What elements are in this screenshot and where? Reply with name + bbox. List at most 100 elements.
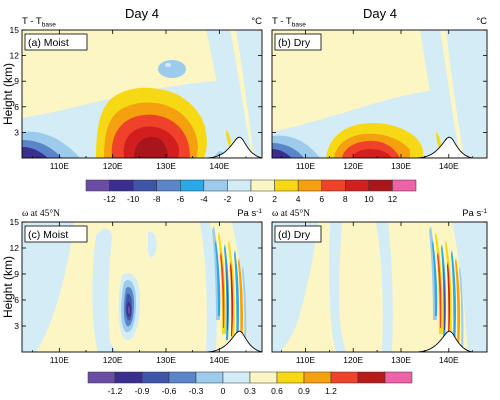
panel-b-unit: °C (476, 16, 487, 27)
colorbar-swatch (87, 371, 116, 384)
colorbar-label: 2 (272, 194, 277, 204)
field-shape (215, 240, 221, 316)
y-tick-label: 12 (10, 243, 20, 253)
panel-d-variable-label: ω at 45°N (272, 208, 310, 219)
colorbar-swatch (141, 371, 170, 384)
panel-b: 110E 120E 130E 140E (b) Dry Day 4 T - Tbase… (271, 6, 488, 171)
field-shape (200, 222, 217, 352)
x-tick-label: 130E (391, 355, 411, 365)
colorbar-swatch (249, 371, 278, 384)
colorbar-swatch (168, 371, 197, 384)
y-tick-label: 6 (14, 102, 19, 112)
panel-d-frame (271, 221, 488, 353)
colorbar-swatch (132, 179, 157, 192)
field-shape (127, 306, 130, 315)
field-shape (234, 250, 239, 348)
colorbar-swatch (114, 371, 143, 384)
colorbar-swatch (330, 371, 359, 384)
panel-d-tick-marks: 110E 120E 130E 140E (272, 221, 487, 365)
panel-d-label: (d) Dry (278, 229, 311, 241)
field-shape (165, 63, 171, 67)
field-shape (226, 130, 231, 148)
panel-c-frame (21, 221, 263, 353)
panel-d: 110E 120E 130E 140E (d) Dry ω at 45°N Pa s-… (271, 208, 488, 365)
colorbar-label: -0.6 (162, 386, 177, 396)
field-shape (437, 252, 442, 328)
colorbar-swatch (227, 179, 252, 192)
panel-a-label: (a) Moist (28, 37, 69, 49)
colorbar-label: -8 (153, 194, 161, 204)
colorbar-label: 6 (319, 194, 324, 204)
field-shape (238, 258, 243, 350)
panel-a-tick-marks: 110E 120E 130E 140E 3 6 9 12 15 (10, 25, 262, 171)
colorbar-swatch (303, 371, 332, 384)
x-tick-label: 120E (343, 161, 363, 171)
unit-superscript: -1 (256, 208, 262, 215)
variable-subscript: base (42, 22, 56, 29)
field-shape (242, 266, 247, 352)
colorbar-swatch (85, 179, 110, 192)
colorbar-label: -1.2 (108, 386, 123, 396)
colorbar-swatch (357, 371, 386, 384)
x-tick-label: 110E (296, 355, 316, 365)
field-shape (134, 136, 168, 158)
colorbar-swatch (195, 371, 224, 384)
colorbar-label: -4 (200, 194, 208, 204)
colorbar-swatch (321, 179, 346, 192)
x-tick-label: 130E (391, 161, 411, 171)
field-shape (226, 262, 229, 330)
field-shape (459, 266, 464, 352)
panel-a-label-box (24, 33, 88, 51)
panel-a-unit: °C (251, 16, 262, 27)
field-shape (272, 30, 448, 158)
field-shape (352, 149, 392, 158)
unit-superscript: -1 (481, 208, 487, 215)
panel-c: 110E 120E 130E 140E 3 6 9 12 15 (c) Moist ω at 4… (1, 208, 263, 365)
x-tick-label: 120E (103, 355, 123, 365)
colorbar-swatch (274, 179, 299, 192)
colorbar-label: 4 (296, 194, 301, 204)
field-shape (272, 222, 318, 352)
y-tick-label: 3 (14, 321, 19, 331)
colorbar-temperature: -12 -10 -8 -6 -4 -2 0 2 4 6 8 10 12 (85, 179, 417, 204)
y-tick-label: 15 (10, 217, 20, 227)
field-shape (455, 258, 460, 350)
colorbar-label: 0.3 (244, 386, 256, 396)
colorbar-label: 1.2 (325, 386, 337, 396)
panel-d-field (272, 222, 487, 352)
colorbar-swatch (276, 371, 305, 384)
y-tick-label: 12 (10, 51, 20, 61)
colorbar-swatch (203, 179, 228, 192)
y-tick-label: 6 (14, 295, 19, 305)
field-shape (220, 252, 225, 328)
panel-a-frame (21, 29, 263, 159)
panel-d-unit: Pa s-1 (462, 208, 487, 219)
field-shape (148, 231, 157, 258)
mountain-ridge (417, 136, 473, 158)
colorbar-label: -12 (103, 194, 116, 204)
panel-a-variable-label: T - Tbase (22, 16, 56, 29)
field-shape (232, 222, 262, 352)
colorbar-label: 8 (343, 194, 348, 204)
field-shape (432, 240, 438, 316)
panel-a-ylabel: Height (km) (1, 63, 15, 125)
colorbar-label: -0.9 (135, 386, 150, 396)
x-tick-label: 110E (50, 355, 70, 365)
field-shape (451, 250, 456, 348)
panel-b-field (272, 30, 487, 158)
x-tick-label: 120E (343, 355, 363, 365)
field-shape (272, 149, 292, 158)
panel-b-label-box (274, 33, 322, 51)
x-tick-label: 130E (156, 161, 176, 171)
variable-subscript: base (292, 22, 306, 29)
mountain-ridge (417, 330, 473, 352)
field-shape (329, 222, 346, 352)
field-shape (22, 147, 48, 158)
field-shape (236, 30, 262, 158)
colorbar-swatch (109, 179, 134, 192)
colorbar-label: -0.3 (189, 386, 204, 396)
colorbar-swatch (156, 179, 181, 192)
panel-c-label: (c) Moist (28, 229, 68, 241)
colorbar-label: 0 (221, 386, 226, 396)
